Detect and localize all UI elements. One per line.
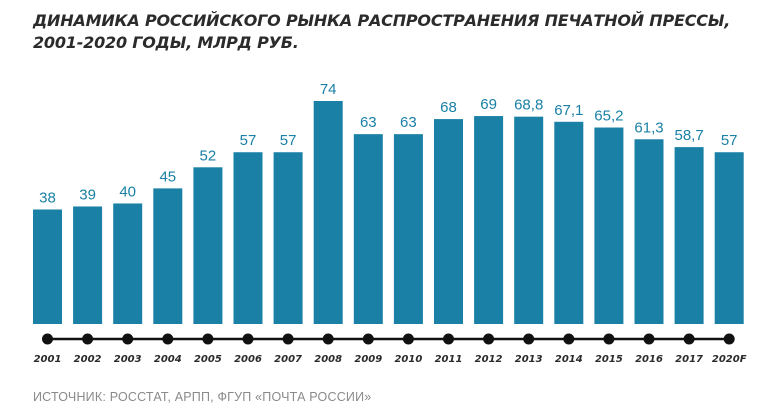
value-label-2010: 63 — [400, 114, 417, 131]
bar-2020F — [714, 152, 744, 324]
bar-2017 — [674, 147, 704, 324]
value-label-2002: 39 — [79, 186, 96, 203]
bar-2012 — [474, 116, 504, 324]
year-label-2002: 2002 — [74, 354, 102, 365]
bar-chart: 38 39 40 45 52 57 57 74 63 63 68 69 68,8 67,1 65,2 61,3… — [33, 81, 747, 365]
bar-2014 — [554, 121, 584, 324]
value-label-2011: 68 — [440, 99, 457, 116]
bar-2007 — [273, 152, 303, 324]
timeline-dot-2006 — [242, 333, 254, 345]
year-label-2004: 2004 — [154, 354, 182, 365]
year-label-2008: 2008 — [314, 354, 342, 365]
value-label-2009: 63 — [360, 114, 377, 131]
value-label-2005: 52 — [200, 147, 217, 164]
timeline-dot-2008 — [322, 333, 334, 345]
value-label-2013: 68,8 — [514, 97, 543, 114]
bar-2004 — [153, 188, 183, 324]
timeline-dot-2007 — [282, 333, 294, 345]
year-label-2020F: 2020F — [712, 354, 747, 365]
year-label-2009: 2009 — [354, 354, 382, 365]
year-label-2013: 2013 — [515, 354, 543, 365]
bar-2005 — [193, 167, 223, 324]
chart-title-line-1: ДИНАМИКА РОССИЙСКОГО РЫНКА РАСПРОСТРАНЕН… — [33, 11, 731, 30]
year-label-2014: 2014 — [555, 354, 583, 365]
timeline-dot-2003 — [122, 333, 134, 345]
value-label-2014: 67,1 — [554, 102, 583, 119]
year-label-2010: 2010 — [394, 354, 422, 365]
bar-2016 — [634, 139, 664, 324]
timeline-dot-2020F — [723, 333, 735, 345]
value-label-2016: 61,3 — [634, 119, 663, 136]
bar-2003 — [113, 203, 143, 324]
timeline-dot-2005 — [202, 333, 214, 345]
year-label-2001: 2001 — [34, 354, 62, 365]
year-label-2011: 2011 — [435, 354, 463, 365]
bar-2009 — [353, 134, 383, 324]
year-label-2007: 2007 — [274, 354, 302, 365]
timeline-dot-2004 — [162, 333, 174, 345]
bar-2011 — [434, 119, 463, 324]
bar-2008 — [313, 101, 343, 324]
timeline-dot-2002 — [82, 333, 94, 345]
bar-2006 — [233, 152, 263, 324]
source-note: ИСТОЧНИК: РОССТАТ, АРПП, ФГУП «ПОЧТА РОС… — [33, 390, 372, 404]
year-label-2016: 2016 — [635, 354, 663, 365]
chart-title: ДИНАМИКА РОССИЙСКОГО РЫНКА РАСПРОСТРАНЕН… — [33, 10, 730, 54]
timeline-dot-2013 — [523, 333, 535, 345]
timeline-dot-2017 — [683, 333, 695, 345]
bar-2013 — [514, 116, 544, 324]
value-label-2020F: 57 — [721, 132, 738, 149]
value-label-2004: 45 — [159, 168, 176, 185]
year-label-2003: 2003 — [114, 354, 142, 365]
year-label-2017: 2017 — [675, 354, 703, 365]
value-label-2007: 57 — [280, 132, 297, 149]
bar-2015 — [594, 127, 624, 324]
bar-2010 — [393, 134, 423, 324]
bar-2002 — [73, 206, 103, 324]
value-label-2001: 38 — [39, 189, 56, 206]
year-label-2015: 2015 — [595, 354, 623, 365]
year-labels-group: 2001 2002 2003 2004 2005 2006 2007 2008 2009 2010… — [34, 354, 747, 365]
timeline-dot-2001 — [42, 333, 53, 345]
timeline-dot-2011 — [443, 333, 454, 345]
timeline-dot-2014 — [563, 333, 575, 345]
timeline-dot-2016 — [643, 333, 655, 345]
bars-group — [33, 101, 744, 324]
value-label-2003: 40 — [119, 183, 136, 200]
value-label-2006: 57 — [240, 132, 257, 149]
value-label-2015: 65,2 — [594, 108, 623, 125]
year-label-2005: 2005 — [194, 354, 222, 365]
timeline-dot-2015 — [603, 333, 615, 345]
timeline-axis — [42, 333, 735, 345]
timeline-dot-2010 — [402, 333, 414, 345]
chart-title-line-2: 2001-2020 ГОДЫ, МЛРД РУБ. — [33, 33, 299, 52]
bar-2001 — [33, 209, 62, 324]
value-label-2008: 74 — [320, 81, 337, 98]
timeline-dot-2012 — [483, 333, 495, 345]
year-label-2012: 2012 — [475, 354, 503, 365]
value-label-2017: 58,7 — [674, 127, 703, 144]
timeline-dot-2009 — [362, 333, 374, 345]
year-label-2006: 2006 — [234, 354, 262, 365]
value-label-2012: 69 — [480, 96, 497, 113]
value-labels-group: 38 39 40 45 52 57 57 74 63 63 68 69 68,8 67,1 65,2 61,3… — [39, 81, 737, 206]
